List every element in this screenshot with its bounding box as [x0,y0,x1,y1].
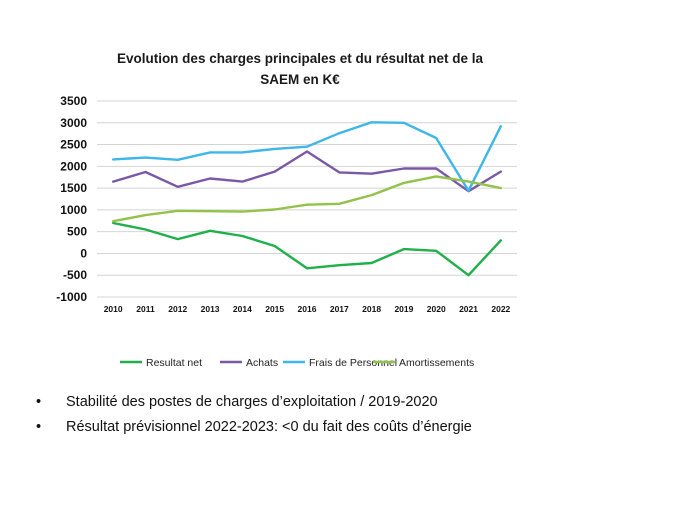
chart-title-line-1: Evolution des charges principales et du … [116,51,484,66]
bullet-item: • Stabilité des postes de charges d’expl… [36,390,472,415]
x-tick-label: 2018 [362,304,381,314]
x-tick-label: 2017 [330,304,349,314]
y-tick-label: 500 [67,225,87,239]
chart-title: Evolution des charges principales et du … [80,48,520,90]
x-tick-label: 2012 [168,304,187,314]
legend-label: Frais de Personnel [309,357,397,369]
y-tick-label: 2000 [60,159,87,173]
x-tick-label: 2013 [201,304,220,314]
line-chart: 3500 3000 2500 2000 1500 1000 500 0 -500 -1000 201… [56,94,517,369]
x-tick-label: 2015 [265,304,284,314]
legend-label: Resultat net [146,357,202,369]
y-tick-label: 1000 [60,203,87,217]
x-tick-label: 2011 [136,304,155,314]
y-tick-label: 2500 [60,138,87,152]
y-tick-label: 3000 [60,116,87,130]
series-line-amortissements [111,175,502,223]
x-tick-label: 2014 [233,304,252,314]
y-tick-label: 1500 [60,181,87,195]
bullet-symbol: • [36,394,42,410]
x-tick-label: 2021 [459,304,478,314]
bullet-text: Stabilité des postes de charges d’exploi… [66,394,438,410]
legend-label: Amortissements [399,357,474,369]
x-tick-label: 2010 [104,304,123,314]
x-tick-label: 2022 [491,304,510,314]
x-tick-label: 2016 [298,304,317,314]
bullet-item: • Résultat prévisionnel 2022-2023: <0 du… [36,415,472,440]
bullet-symbol: • [36,419,42,435]
y-tick-label: 3500 [60,94,87,108]
x-tick-label: 2020 [427,304,446,314]
chart-title-line-2: SAEM en K€ [260,72,340,87]
legend-label: Achats [246,357,278,369]
bullet-text: Résultat prévisionnel 2022-2023: <0 du f… [66,419,472,435]
y-tick-label: 0 [80,246,87,260]
x-tick-label: 2019 [394,304,413,314]
series-line-resultat-net [111,221,502,277]
y-tick-label: -500 [63,268,87,282]
series-line-achats [111,150,502,193]
y-tick-label: -1000 [56,290,87,304]
series-line-frais-de-personnel [111,121,502,192]
bullet-list: • Stabilité des postes de charges d’expl… [36,390,472,440]
